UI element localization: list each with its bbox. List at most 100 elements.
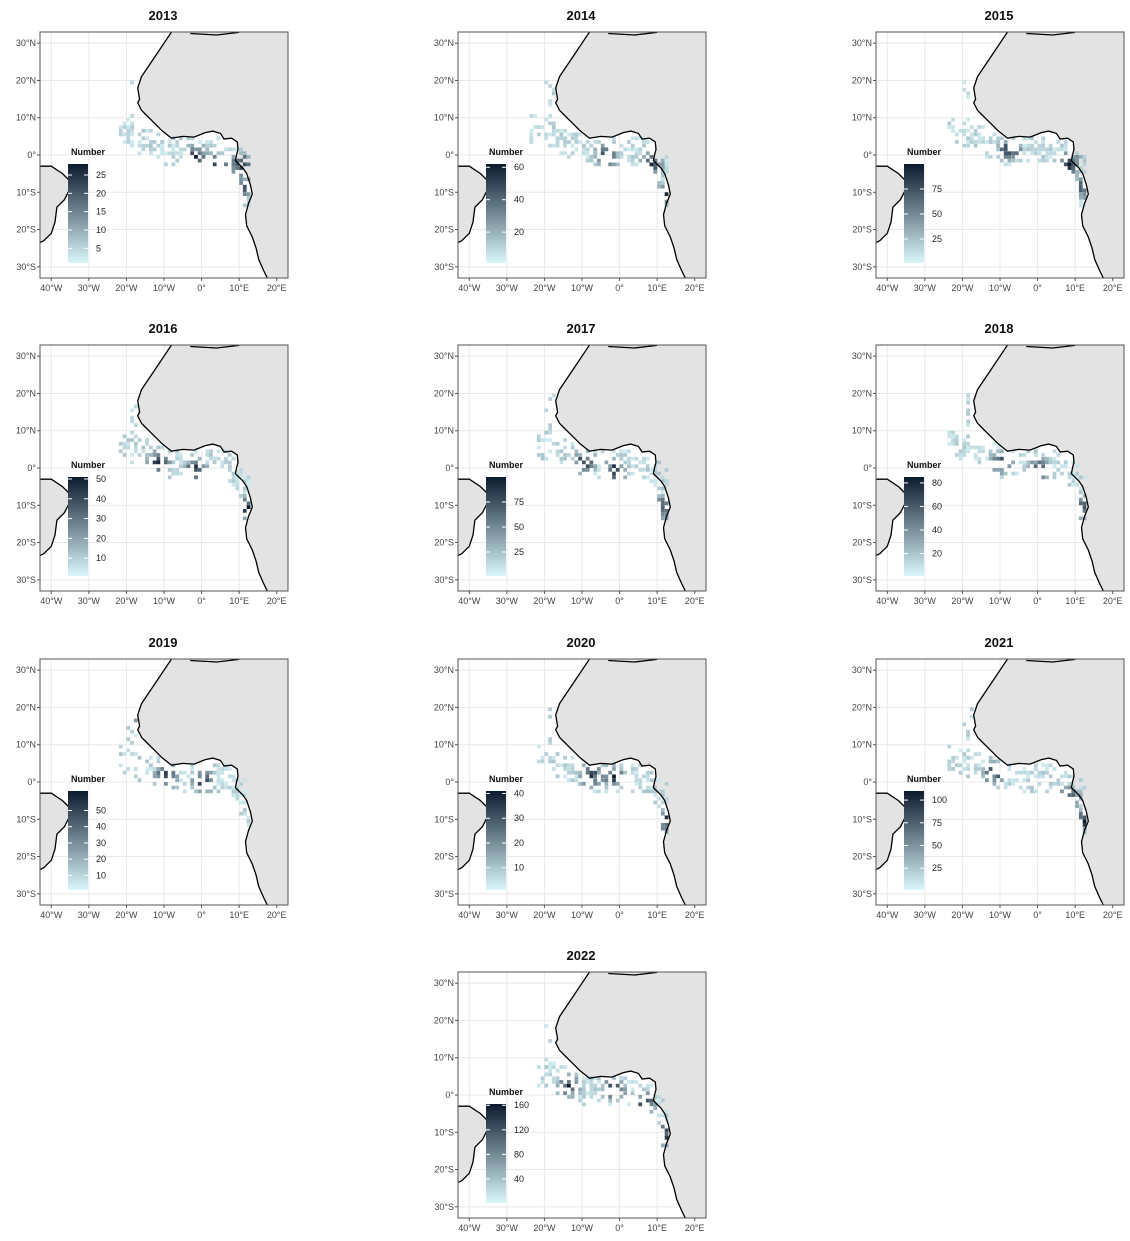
heat-cell: [612, 464, 616, 469]
heat-cell: [947, 121, 952, 126]
heat-cell: [133, 752, 138, 756]
map-panel-2015: 2015 40°W 30°W 20°W 10°W 0° 10°E 20°E 30°N 20°N 10…: [836, 0, 1130, 300]
catch-cells: [529, 80, 669, 208]
heat-cell: [548, 1061, 552, 1066]
heat-cell: [555, 136, 560, 141]
heat-cell: [593, 449, 598, 454]
heat-cell: [122, 453, 127, 457]
heat-cell: [645, 475, 650, 480]
heat-cell: [235, 158, 240, 163]
heat-cell: [126, 737, 131, 742]
heat-cell: [619, 770, 624, 775]
heat-cell: [1048, 782, 1053, 786]
y-tick-label: 10°N: [434, 426, 454, 436]
heat-cell: [548, 132, 552, 137]
heat-cell: [593, 774, 598, 779]
africa-land: [137, 659, 288, 905]
heat-cell: [544, 1072, 549, 1077]
heat-cell: [141, 136, 146, 141]
y-tick-label: 30°N: [16, 38, 36, 48]
legend-tick-label: 120: [514, 1125, 529, 1135]
y-tick-label: 10°S: [16, 187, 36, 197]
y-tick-label: 30°S: [434, 575, 454, 585]
heat-cell: [152, 460, 157, 465]
heat-cell: [212, 162, 217, 167]
heat-cell: [612, 782, 616, 786]
heat-cell: [951, 755, 955, 760]
heat-cell: [585, 140, 590, 144]
heat-cell: [160, 445, 164, 450]
y-tick-label: 0°: [445, 1090, 454, 1100]
y-tick-label: 20°S: [434, 1165, 454, 1175]
heat-cell: [118, 125, 123, 129]
heat-cell: [634, 151, 639, 156]
heat-cell: [645, 1087, 650, 1092]
heat-cell: [555, 763, 560, 768]
heat-cell: [130, 741, 134, 745]
map-panel-2014: 2014 40°W 30°W 20°W 10°W 0° 10°E 20°E 30°N 20°N 10…: [418, 0, 718, 300]
heat-cell: [1082, 815, 1087, 820]
heat-cell: [947, 744, 952, 749]
heat-cell: [988, 155, 993, 159]
heat-cell: [593, 162, 598, 167]
heat-cell: [205, 143, 210, 148]
heat-cell: [209, 151, 213, 156]
heat-cell: [578, 770, 582, 775]
heat-cell: [563, 763, 567, 768]
heat-cell: [1056, 453, 1061, 457]
legend-colorbar: [486, 477, 506, 576]
heat-cell: [137, 778, 142, 783]
heat-cell: [239, 793, 243, 797]
heat-cell: [966, 434, 970, 439]
catch-cells: [947, 80, 1087, 208]
heat-cell: [529, 128, 534, 133]
heat-cell: [1030, 785, 1034, 790]
heat-cell: [657, 181, 661, 185]
heat-cell: [600, 778, 605, 783]
heat-cell: [548, 430, 552, 435]
heat-cell: [1063, 464, 1068, 469]
heat-cell: [563, 151, 567, 156]
x-tick-label: 0°: [197, 910, 206, 920]
heat-cell: [182, 460, 187, 465]
heat-cell: [966, 128, 970, 133]
heat-cell: [612, 471, 616, 476]
legend-tick-label: 40: [514, 195, 524, 205]
heat-cell: [231, 479, 236, 483]
heat-cell: [981, 125, 985, 129]
heat-cell: [220, 770, 225, 775]
heat-cell: [212, 763, 217, 768]
heat-cell: [1018, 785, 1023, 790]
heat-cell: [597, 767, 601, 771]
heat-cell: [205, 774, 210, 779]
heat-cell: [947, 763, 952, 768]
heat-cell: [1026, 449, 1031, 454]
heat-cell: [645, 1098, 650, 1103]
heat-cell: [1003, 785, 1008, 790]
heat-cell: [1048, 143, 1053, 148]
heat-cell: [966, 136, 970, 141]
coastline-north: [608, 972, 658, 976]
y-tick-label: 10°S: [852, 500, 872, 510]
heat-cell: [1071, 155, 1076, 159]
heat-cell: [239, 811, 243, 816]
heat-cell: [548, 438, 552, 442]
heat-cell: [551, 441, 556, 446]
heat-cell: [966, 140, 970, 144]
heat-cell: [973, 445, 978, 450]
heat-cell: [664, 155, 669, 159]
heat-cell: [1045, 456, 1049, 461]
heat-cell: [559, 456, 564, 461]
legend-tick-label: 20: [932, 549, 942, 559]
heat-cell: [216, 770, 221, 775]
heat-cell: [1048, 155, 1053, 159]
heat-cell: [1078, 177, 1083, 182]
heat-cell: [137, 143, 142, 148]
heat-cell: [634, 136, 639, 141]
heat-cell: [540, 438, 545, 442]
heat-cell: [962, 87, 967, 92]
heat-cell: [570, 441, 575, 446]
y-tick-label: 20°S: [852, 852, 872, 862]
heat-cell: [1041, 460, 1046, 465]
